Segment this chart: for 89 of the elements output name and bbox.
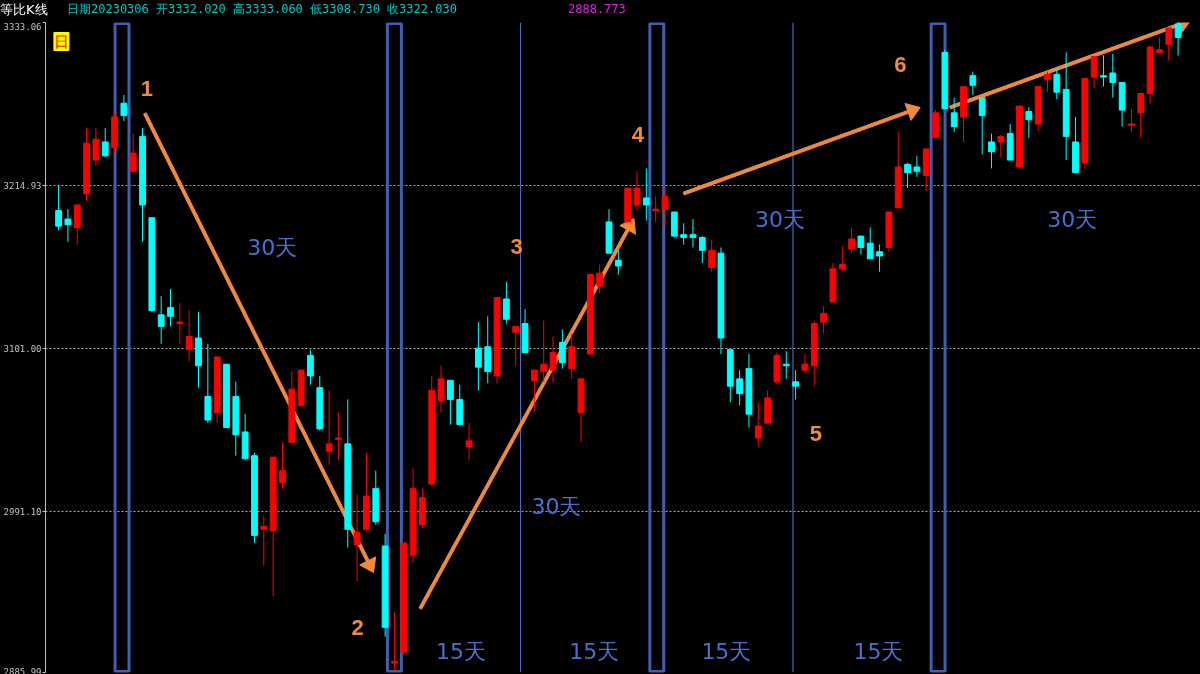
annotation: 30天 [531, 494, 582, 519]
candlestick [502, 281, 510, 325]
annotation: 4 [631, 122, 645, 147]
candlestick [848, 227, 855, 254]
annotation: 30天 [247, 235, 298, 260]
annotation: 15天 [569, 639, 620, 664]
candlestick [736, 369, 744, 406]
candlestick [708, 239, 716, 273]
candlestick [1174, 22, 1182, 57]
candlestick [176, 302, 184, 345]
candlestick [1044, 71, 1051, 93]
candlestick [1025, 106, 1033, 139]
candlestick [661, 187, 669, 229]
candlestick [260, 515, 268, 567]
candlestick [596, 264, 604, 294]
annotation: 15天 [435, 639, 486, 664]
candlestick [167, 288, 174, 327]
candlestick [540, 320, 548, 383]
candlestick [754, 401, 762, 448]
candlestick [353, 494, 361, 582]
candlestick [913, 155, 921, 178]
annotation: 30天 [1047, 207, 1098, 232]
candlestick [129, 133, 137, 174]
y-tick-label: 2885.99 [3, 666, 42, 674]
candlestick [876, 244, 883, 273]
candlestick [101, 127, 109, 158]
candlestick [558, 328, 566, 370]
candlestick [801, 353, 809, 374]
candlestick [866, 227, 874, 260]
annotation: 6 [894, 52, 907, 77]
candlestick [689, 218, 697, 248]
candlestick [633, 170, 641, 212]
candlestick [792, 369, 799, 400]
candlestick [1128, 108, 1135, 133]
annotation: 15天 [701, 639, 752, 664]
candlestick [698, 235, 706, 264]
candlestick [838, 245, 846, 273]
candlestick [857, 235, 865, 256]
y-tick-label: 3214.93 [3, 180, 42, 191]
candlestick [530, 369, 538, 412]
candlestick [652, 196, 660, 223]
candlestick [680, 222, 688, 246]
candlestick [447, 379, 454, 426]
candlestick [969, 71, 977, 96]
candlestick [92, 127, 100, 167]
candlestick [325, 390, 333, 466]
candlestick [614, 249, 622, 276]
candlestick [391, 611, 398, 672]
candlestick [204, 343, 212, 424]
candlestick [185, 310, 193, 362]
candlestick [568, 333, 576, 380]
candlestick [1109, 53, 1117, 99]
candlestick [475, 321, 482, 392]
candlestick [1137, 93, 1145, 139]
annotation: 1 [140, 76, 154, 101]
annotation: 30天 [755, 207, 806, 232]
candlestick [73, 204, 81, 246]
candlestick [1100, 54, 1107, 88]
candlestick [988, 133, 995, 169]
candlestick [549, 336, 557, 384]
y-tick-label: 3333.06 [3, 21, 42, 32]
candlestick [1165, 27, 1173, 62]
candlestick [120, 94, 128, 122]
candlestick [465, 422, 473, 461]
candlestick [904, 162, 911, 189]
candlestick [512, 325, 520, 367]
candlestick [1090, 56, 1098, 89]
text: 2888.773 [568, 1, 626, 18]
candlestick [642, 167, 650, 221]
text: 等比K线 [0, 1, 48, 19]
candlestick [978, 97, 986, 155]
candlestick [1053, 66, 1061, 100]
candlestick [157, 295, 165, 345]
candlestick [279, 441, 286, 490]
text: 日期20230306 开3332.020 高3333.060 低3308.730 收3322.030 [67, 1, 457, 18]
candlestick [335, 412, 342, 461]
candlestick [307, 349, 314, 386]
annotation: 2 [351, 615, 364, 640]
y-tick-label: 2991.10 [3, 506, 42, 517]
candlestick [437, 365, 445, 414]
candlestick [997, 134, 1005, 158]
annotation: 日 [53, 32, 69, 51]
candlestick [820, 305, 827, 335]
candlestick [55, 184, 62, 231]
annotation: 15天 [853, 639, 904, 664]
y-tick-label: 3101.00 [3, 343, 42, 354]
annotation: 5 [809, 421, 822, 446]
candlestick [950, 97, 958, 133]
candlestick [64, 208, 72, 243]
